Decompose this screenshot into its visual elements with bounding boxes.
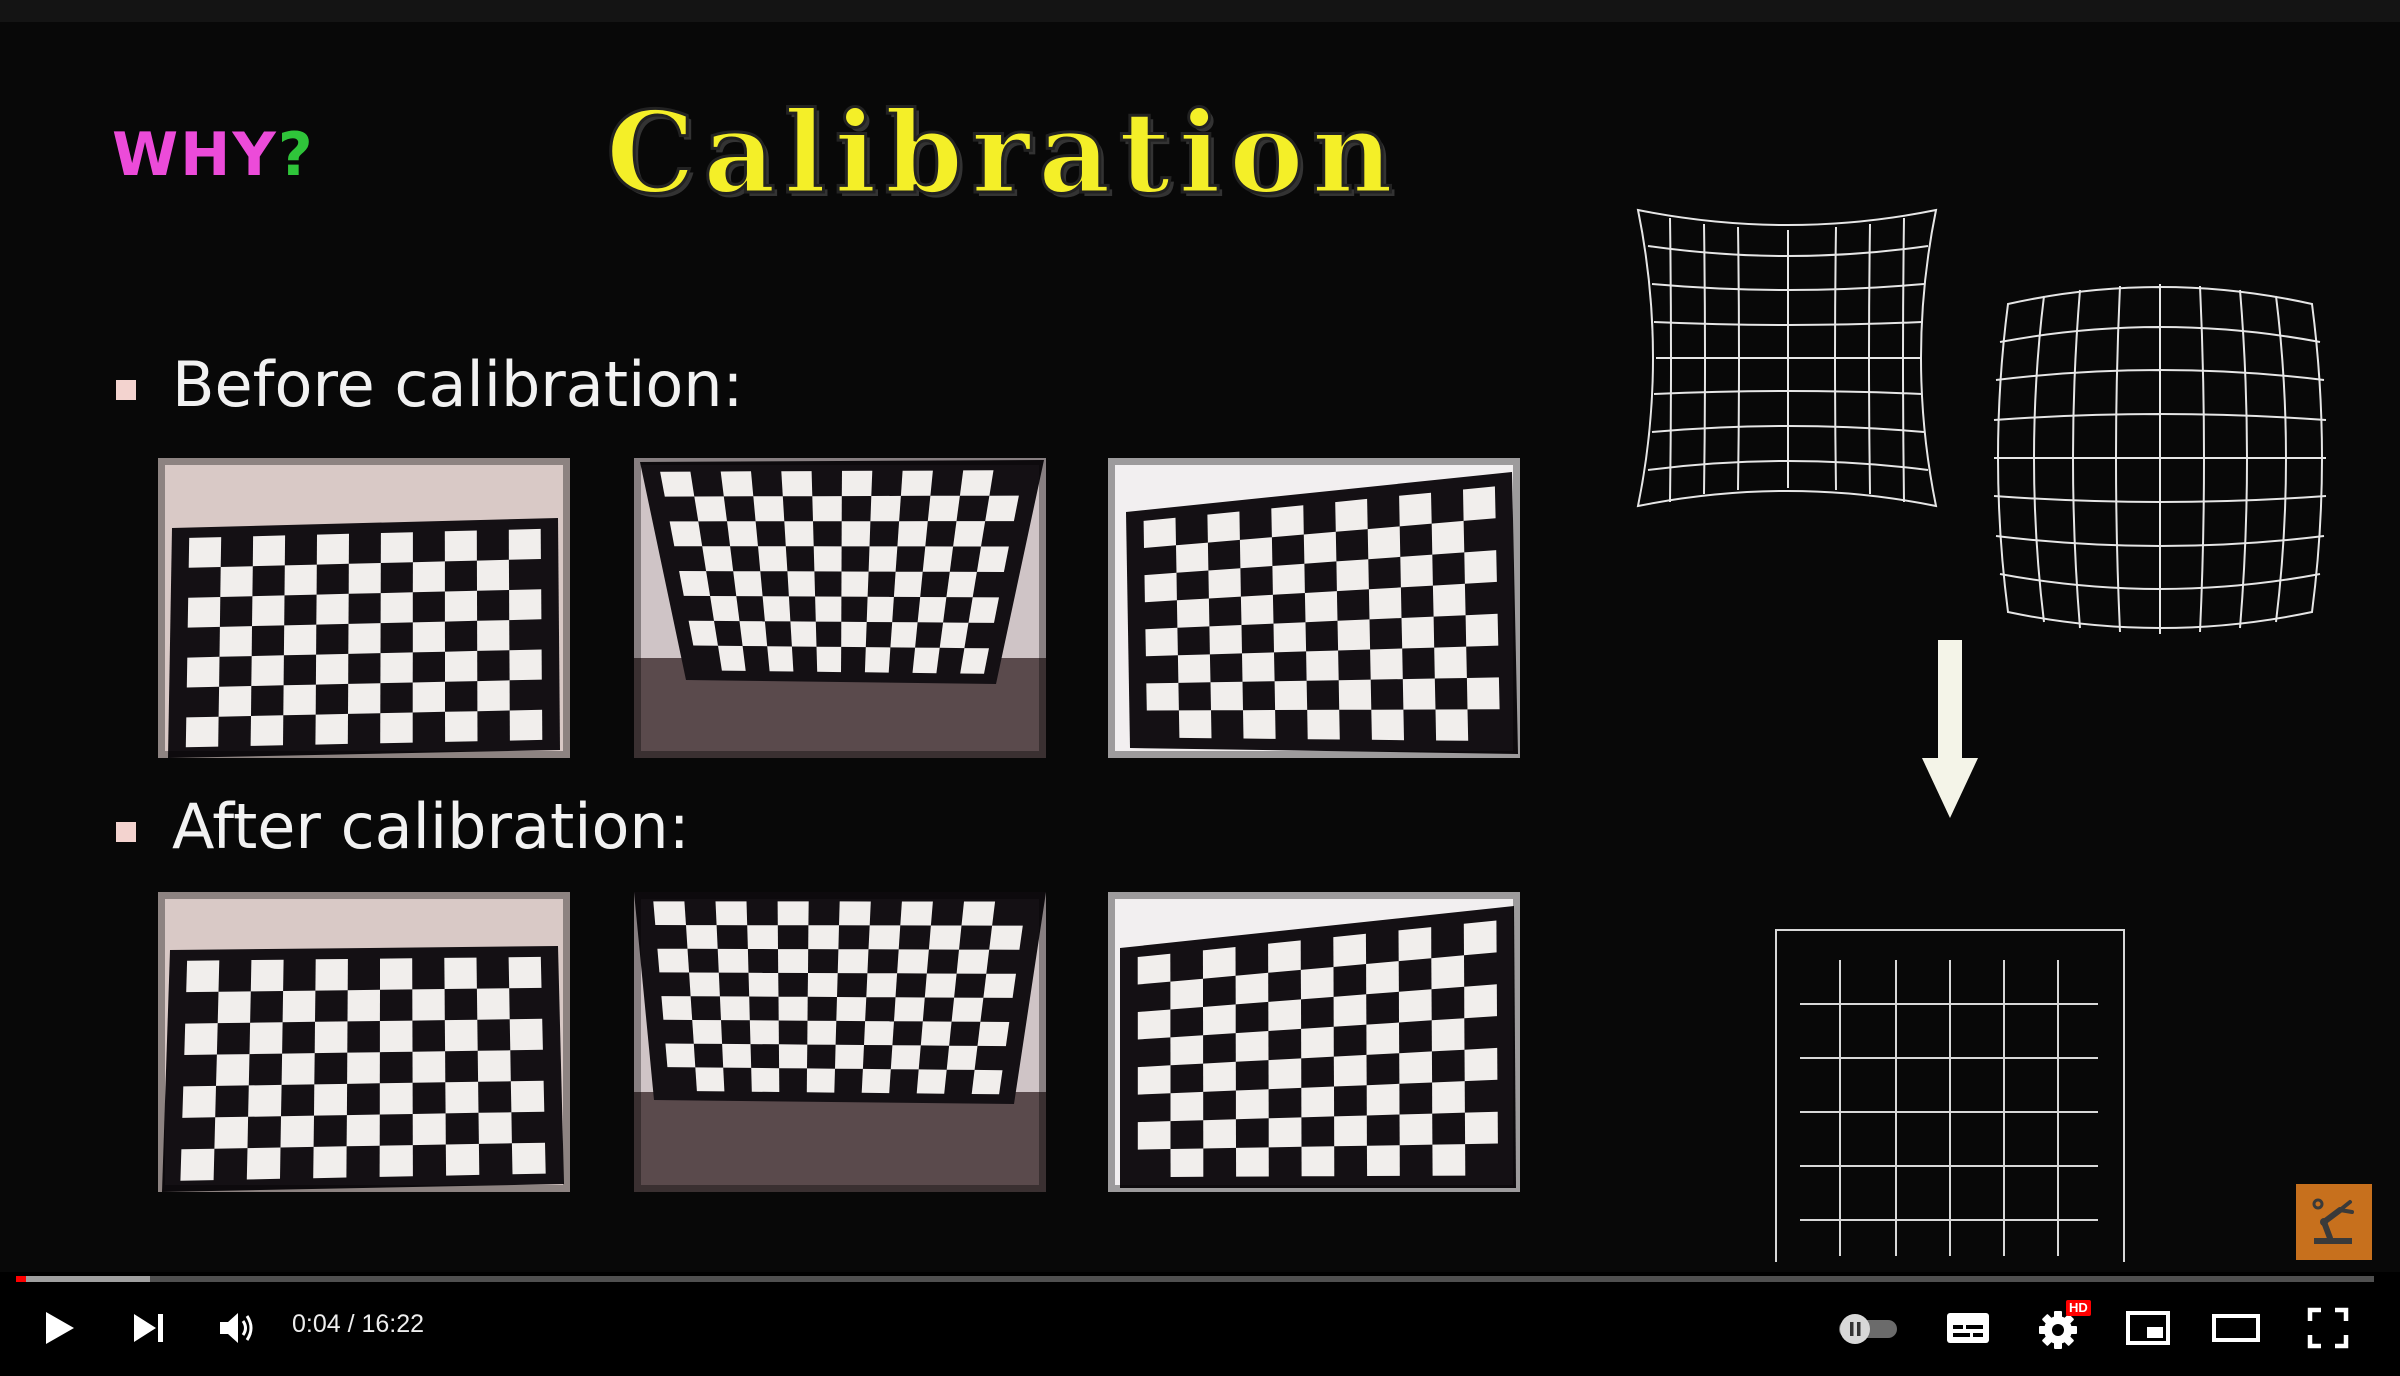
next-button[interactable]: [120, 1300, 176, 1356]
corrected-grid: [1775, 929, 2125, 1262]
checkerboard-photo: [634, 892, 1046, 1192]
subtitles-icon: [1947, 1313, 1989, 1343]
photo-before-1: [158, 458, 570, 758]
bullet-marker: [116, 380, 136, 400]
checkerboard-photo: [1108, 892, 1520, 1192]
distortion-diagrams: [1636, 208, 2327, 1262]
why-text: WHY: [112, 120, 278, 190]
volume-button[interactable]: [208, 1300, 264, 1356]
fullscreen-icon: [2307, 1307, 2349, 1349]
player-controls: [0, 1272, 2400, 1376]
down-arrow-icon: [1922, 640, 1978, 818]
time-display: 0:04 / 16:22: [292, 1310, 425, 1338]
photo-before-2: [634, 458, 1046, 758]
photo-after-3: [1108, 892, 1520, 1192]
video-frame[interactable]: WHY? Calibration Before calibration: Aft…: [0, 22, 2400, 1272]
robot-arm-icon: [2312, 1198, 2354, 1244]
miniplayer-icon: [2126, 1311, 2170, 1345]
volume-icon: [220, 1313, 253, 1343]
bullet-marker: [116, 822, 136, 842]
fullscreen-button[interactable]: [2298, 1300, 2358, 1356]
played-bar: [16, 1276, 27, 1282]
checkerboard-photo: [158, 458, 570, 758]
after-calibration-label: After calibration:: [172, 790, 690, 863]
why-question-mark: ?: [277, 120, 315, 190]
next-icon: [134, 1314, 163, 1342]
hd-badge: HD: [2066, 1300, 2091, 1316]
progress-bar[interactable]: [16, 1276, 2374, 1282]
settings-button[interactable]: HD: [2028, 1300, 2091, 1356]
play-icon: [46, 1312, 74, 1344]
checkerboard-photo: [1108, 458, 1520, 758]
photo-before-3: [1108, 458, 1520, 758]
buffered-bar: [16, 1276, 151, 1282]
miniplayer-button[interactable]: [2118, 1300, 2178, 1356]
barrel-grid: [1993, 284, 2327, 634]
before-calibration-label: Before calibration:: [172, 348, 744, 421]
play-button[interactable]: [30, 1300, 86, 1356]
settings-icon: [2039, 1311, 2077, 1349]
checkerboard-photo: [634, 458, 1046, 758]
theater-mode-icon: [2212, 1314, 2260, 1342]
photo-after-2: [634, 892, 1046, 1192]
autoplay-toggle-icon: [1839, 1314, 1897, 1344]
why-heading: WHY?: [112, 120, 315, 190]
subtitles-button[interactable]: [1938, 1300, 1998, 1356]
photo-after-1: [158, 892, 570, 1192]
checkerboard-photo: [158, 892, 570, 1192]
slide-title: Calibration: [604, 87, 1402, 221]
theater-mode-button[interactable]: [2206, 1300, 2266, 1356]
autoplay-toggle[interactable]: [1832, 1300, 1904, 1356]
pincushion-grid: [1636, 208, 1938, 508]
top-strip: [0, 0, 2400, 22]
channel-logo-icon[interactable]: [2296, 1184, 2372, 1260]
